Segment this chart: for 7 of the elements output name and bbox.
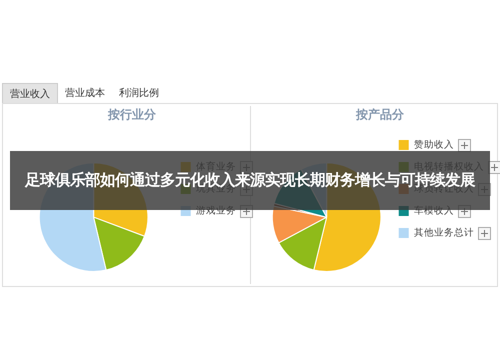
text: 利润比例 [118, 86, 160, 101]
text: 营业收入 [2, 83, 58, 103]
chart-title: 按行业分 [107, 107, 157, 122]
chart-title: 按产品分 [355, 107, 405, 122]
text: 营业成本 [64, 86, 106, 101]
legend-label: 其他业务总计 [414, 226, 474, 238]
legend-label: 赞助收入 [414, 138, 454, 150]
